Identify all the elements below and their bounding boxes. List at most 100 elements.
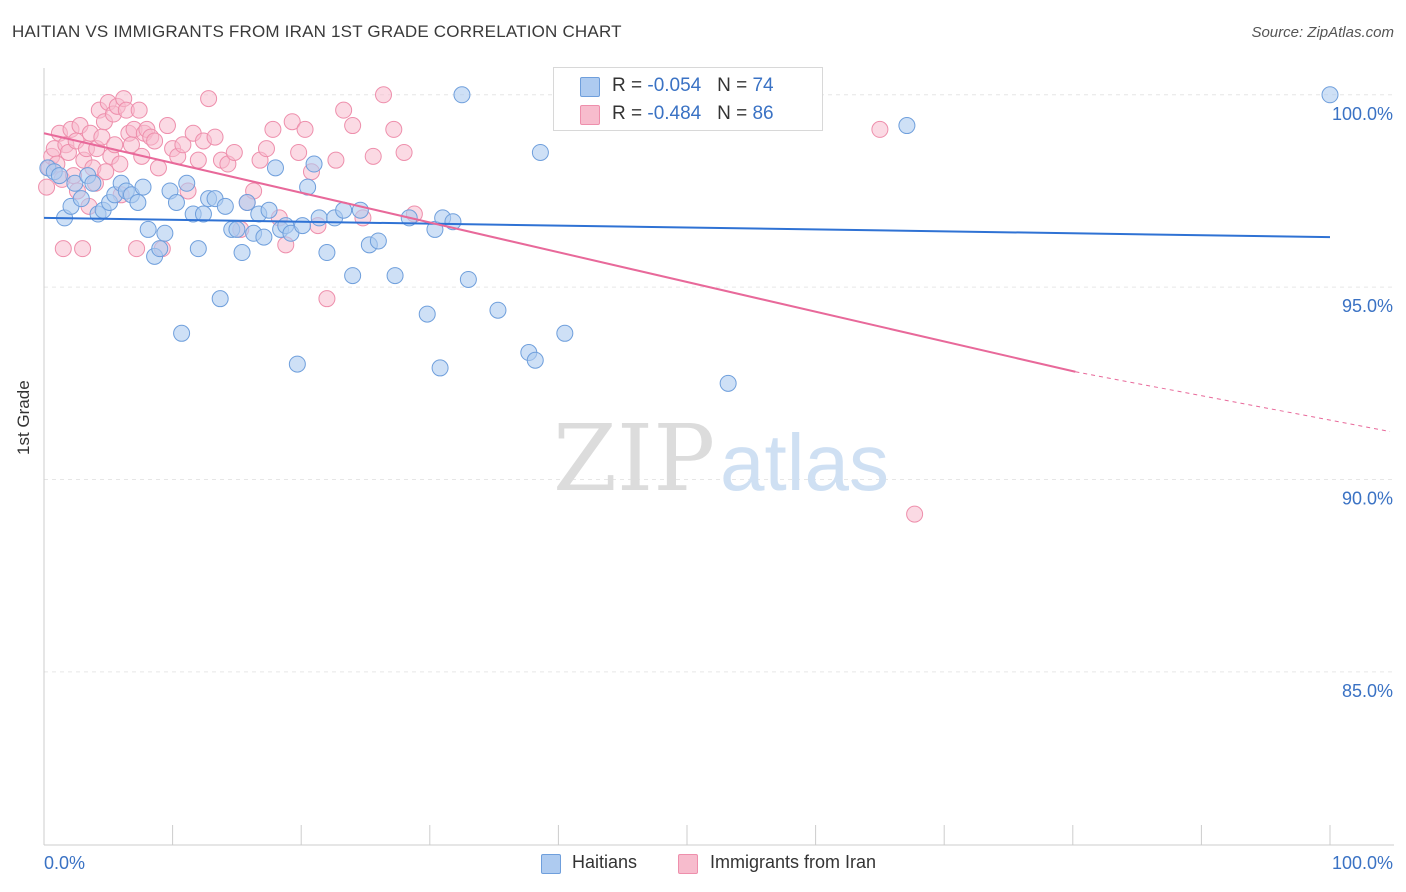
legend-r-label: R = xyxy=(612,75,648,96)
legend-row-haitians: R = -0.054 N = 74 xyxy=(554,72,822,100)
haitians-point xyxy=(139,220,157,238)
legend-n-label: N = xyxy=(717,103,753,124)
y-tick-label: 90.0% xyxy=(1342,489,1393,509)
legend-label-iran: Immigrants from Iran xyxy=(710,852,877,872)
chart-title: HAITIAN VS IMMIGRANTS FROM IRAN 1ST GRAD… xyxy=(12,22,622,41)
iran-point xyxy=(158,117,176,135)
haitians-point xyxy=(50,167,68,185)
haitians-point xyxy=(72,190,90,208)
grid-lines xyxy=(44,94,1394,673)
y-tick-label: 85.0% xyxy=(1342,681,1393,701)
haitians-point xyxy=(173,324,191,342)
watermark-zip: ZIP xyxy=(553,405,715,512)
x-tick-labels: 0.0% 100.0% xyxy=(44,853,1393,873)
haitians-point xyxy=(288,355,306,373)
haitians-point xyxy=(211,290,229,308)
iran-point xyxy=(257,140,275,158)
haitians-point xyxy=(453,86,471,104)
watermark: ZIP atlas xyxy=(553,405,889,512)
haitians-point xyxy=(216,197,234,215)
iran-point xyxy=(38,178,56,196)
haitians-point xyxy=(526,351,544,369)
iran-point xyxy=(871,120,889,138)
haitians-point xyxy=(167,194,185,212)
haitians-point xyxy=(134,178,152,196)
haitians-point xyxy=(293,217,311,235)
haitians-point xyxy=(266,159,284,177)
iran-point xyxy=(375,86,393,104)
haitians-point xyxy=(156,224,174,242)
iran-point xyxy=(74,240,92,258)
haitians-trend-line xyxy=(43,216,1331,239)
iran-point xyxy=(146,132,164,150)
legend-swatch-haitians xyxy=(541,854,561,874)
haitians-point xyxy=(459,270,477,288)
legend-swatch-iran xyxy=(678,854,698,874)
haitians-point xyxy=(369,232,387,250)
iran-point xyxy=(906,505,924,523)
haitians-point xyxy=(444,213,462,231)
haitians-point xyxy=(431,359,449,377)
haitians-point xyxy=(228,220,246,238)
iran-point xyxy=(149,159,167,177)
iran-point xyxy=(318,290,336,308)
haitians-point xyxy=(531,143,549,161)
iran-point xyxy=(206,128,224,146)
legend-n-value: 74 xyxy=(752,75,774,96)
haitians-point xyxy=(556,324,574,342)
haitians-point xyxy=(233,244,251,262)
iran-point xyxy=(54,240,72,258)
legend-r-value: -0.484 xyxy=(647,103,702,124)
haitians-point xyxy=(418,305,436,323)
haitians-point xyxy=(189,240,207,258)
legend-n-value: 86 xyxy=(752,103,774,124)
legend-n-label: N = xyxy=(717,75,753,96)
iran-point xyxy=(130,101,148,119)
iran-trend-extension xyxy=(1075,371,1391,432)
iran-point xyxy=(225,143,243,161)
x-tick-label: 100.0% xyxy=(1332,853,1393,873)
x-tick-label: 0.0% xyxy=(44,853,85,873)
iran-point xyxy=(264,120,282,138)
haitians-point xyxy=(318,244,336,262)
legend-swatch-iran xyxy=(580,105,600,125)
iran-point xyxy=(97,163,115,181)
trend-lines xyxy=(43,132,1391,432)
iran-point xyxy=(385,120,403,138)
iran-point xyxy=(174,136,192,154)
y-tick-labels: 85.0% 90.0% 95.0% 100.0% xyxy=(1332,104,1393,701)
iran-point xyxy=(189,151,207,169)
haitians-point xyxy=(260,201,278,219)
legend-swatch-haitians xyxy=(580,77,600,97)
y-tick-label: 95.0% xyxy=(1342,296,1393,316)
iran-point xyxy=(296,120,314,138)
iran-trend-line xyxy=(43,132,1076,373)
haitians-point xyxy=(129,194,147,212)
axes xyxy=(43,68,1394,846)
iran-point xyxy=(335,101,353,119)
iran-point xyxy=(200,90,218,108)
legend-label-haitians: Haitians xyxy=(572,852,638,872)
haitians-point xyxy=(305,155,323,173)
y-tick-label: 100.0% xyxy=(1332,104,1393,124)
iran-point xyxy=(128,240,146,258)
haitians-point xyxy=(489,301,507,319)
iran-point xyxy=(344,117,362,135)
series-haitians-points xyxy=(39,86,1339,392)
haitians-point xyxy=(386,267,404,285)
iran-point xyxy=(111,155,129,173)
stats-legend: R = -0.054 N = 74 R = -0.484 N = 86 xyxy=(553,67,823,131)
iran-point xyxy=(395,143,413,161)
haitians-point xyxy=(719,374,737,392)
haitians-point xyxy=(310,209,328,227)
iran-point xyxy=(283,113,301,131)
haitians-point xyxy=(66,174,84,192)
haitians-point xyxy=(344,267,362,285)
haitians-point xyxy=(1321,86,1339,104)
legend-row-iran: R = -0.484 N = 86 xyxy=(554,100,822,128)
legend-r-label: R = xyxy=(612,103,648,124)
iran-point xyxy=(364,147,382,165)
haitians-point xyxy=(151,240,169,258)
haitians-point xyxy=(178,174,196,192)
